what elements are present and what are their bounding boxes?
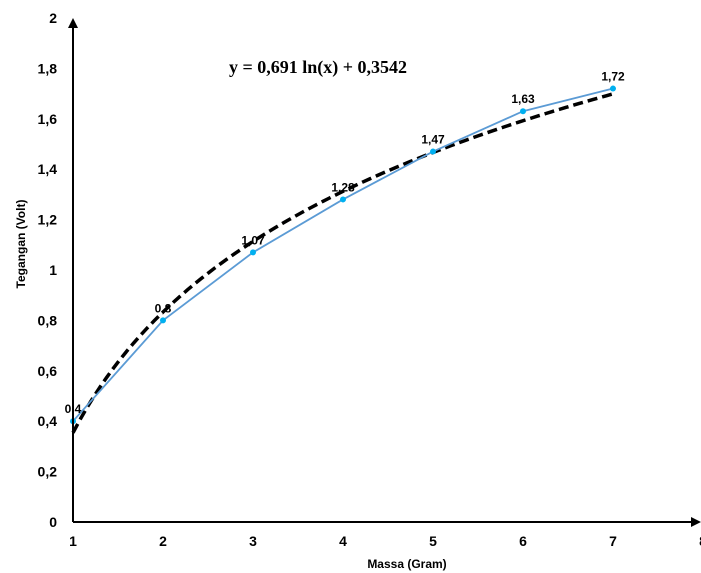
series-line [72, 87, 614, 422]
y-tick-label: 1,8 [38, 60, 58, 76]
x-axis-arrow [691, 517, 701, 527]
x-tick-label: 3 [249, 533, 257, 549]
y-tick-label: 0,6 [38, 363, 58, 379]
y-tick-label: 0 [49, 514, 57, 530]
y-axis-title: Tegangan (Volt) [14, 200, 28, 289]
y-tick-label: 1,2 [38, 212, 58, 228]
y-tick-label: 1,4 [38, 161, 58, 177]
data-point [430, 148, 436, 155]
data-label: 1,47 [421, 133, 445, 147]
data-label: 1,72 [601, 70, 625, 84]
x-tick-label: 1 [69, 533, 77, 549]
y-tick-label: 0,8 [38, 312, 58, 328]
data-point [160, 317, 166, 324]
y-tick-label: 0,4 [38, 413, 58, 429]
x-tick-label: 2 [159, 533, 167, 549]
x-tick-label: 5 [429, 533, 437, 549]
x-tick-label: 7 [609, 533, 617, 549]
y-tick-label: 2 [49, 10, 57, 26]
trendline-group [71, 92, 614, 434]
x-tick-label: 8 [699, 533, 701, 549]
data-point [250, 249, 256, 256]
y-axis-arrow [68, 18, 78, 28]
x-tick-label: 4 [339, 533, 347, 549]
data-label: 0,8 [155, 301, 172, 315]
data-label: 1,28 [331, 180, 355, 194]
data-label: 0,4 [65, 402, 82, 416]
data-label: 1,07 [241, 233, 265, 247]
y-tick-label: 1,6 [38, 111, 58, 127]
data-point [340, 196, 346, 203]
data-label: 1,63 [511, 92, 535, 106]
equation-annotation: y = 0,691 ln(x) + 0,3542 [229, 57, 407, 78]
x-axis-title: Massa (Gram) [367, 557, 446, 571]
y-tick-label: 0,2 [38, 464, 58, 480]
data-point [610, 85, 616, 92]
x-tick-label: 6 [519, 533, 527, 549]
y-tick-label: 1 [49, 262, 57, 278]
tick-labels-group: 0 0,2 0,4 0,6 0,8 1 1,2 1,4 1,6 1,8 2 1 2 3 4 5 6 7 8 [38, 10, 701, 549]
series-group [70, 85, 616, 425]
trendline [71, 92, 614, 434]
data-labels-group: 0,4 0,8 1,07 1,28 1,47 1,63 1,72 [65, 70, 625, 417]
axes-group [68, 18, 701, 527]
data-point [520, 108, 526, 115]
